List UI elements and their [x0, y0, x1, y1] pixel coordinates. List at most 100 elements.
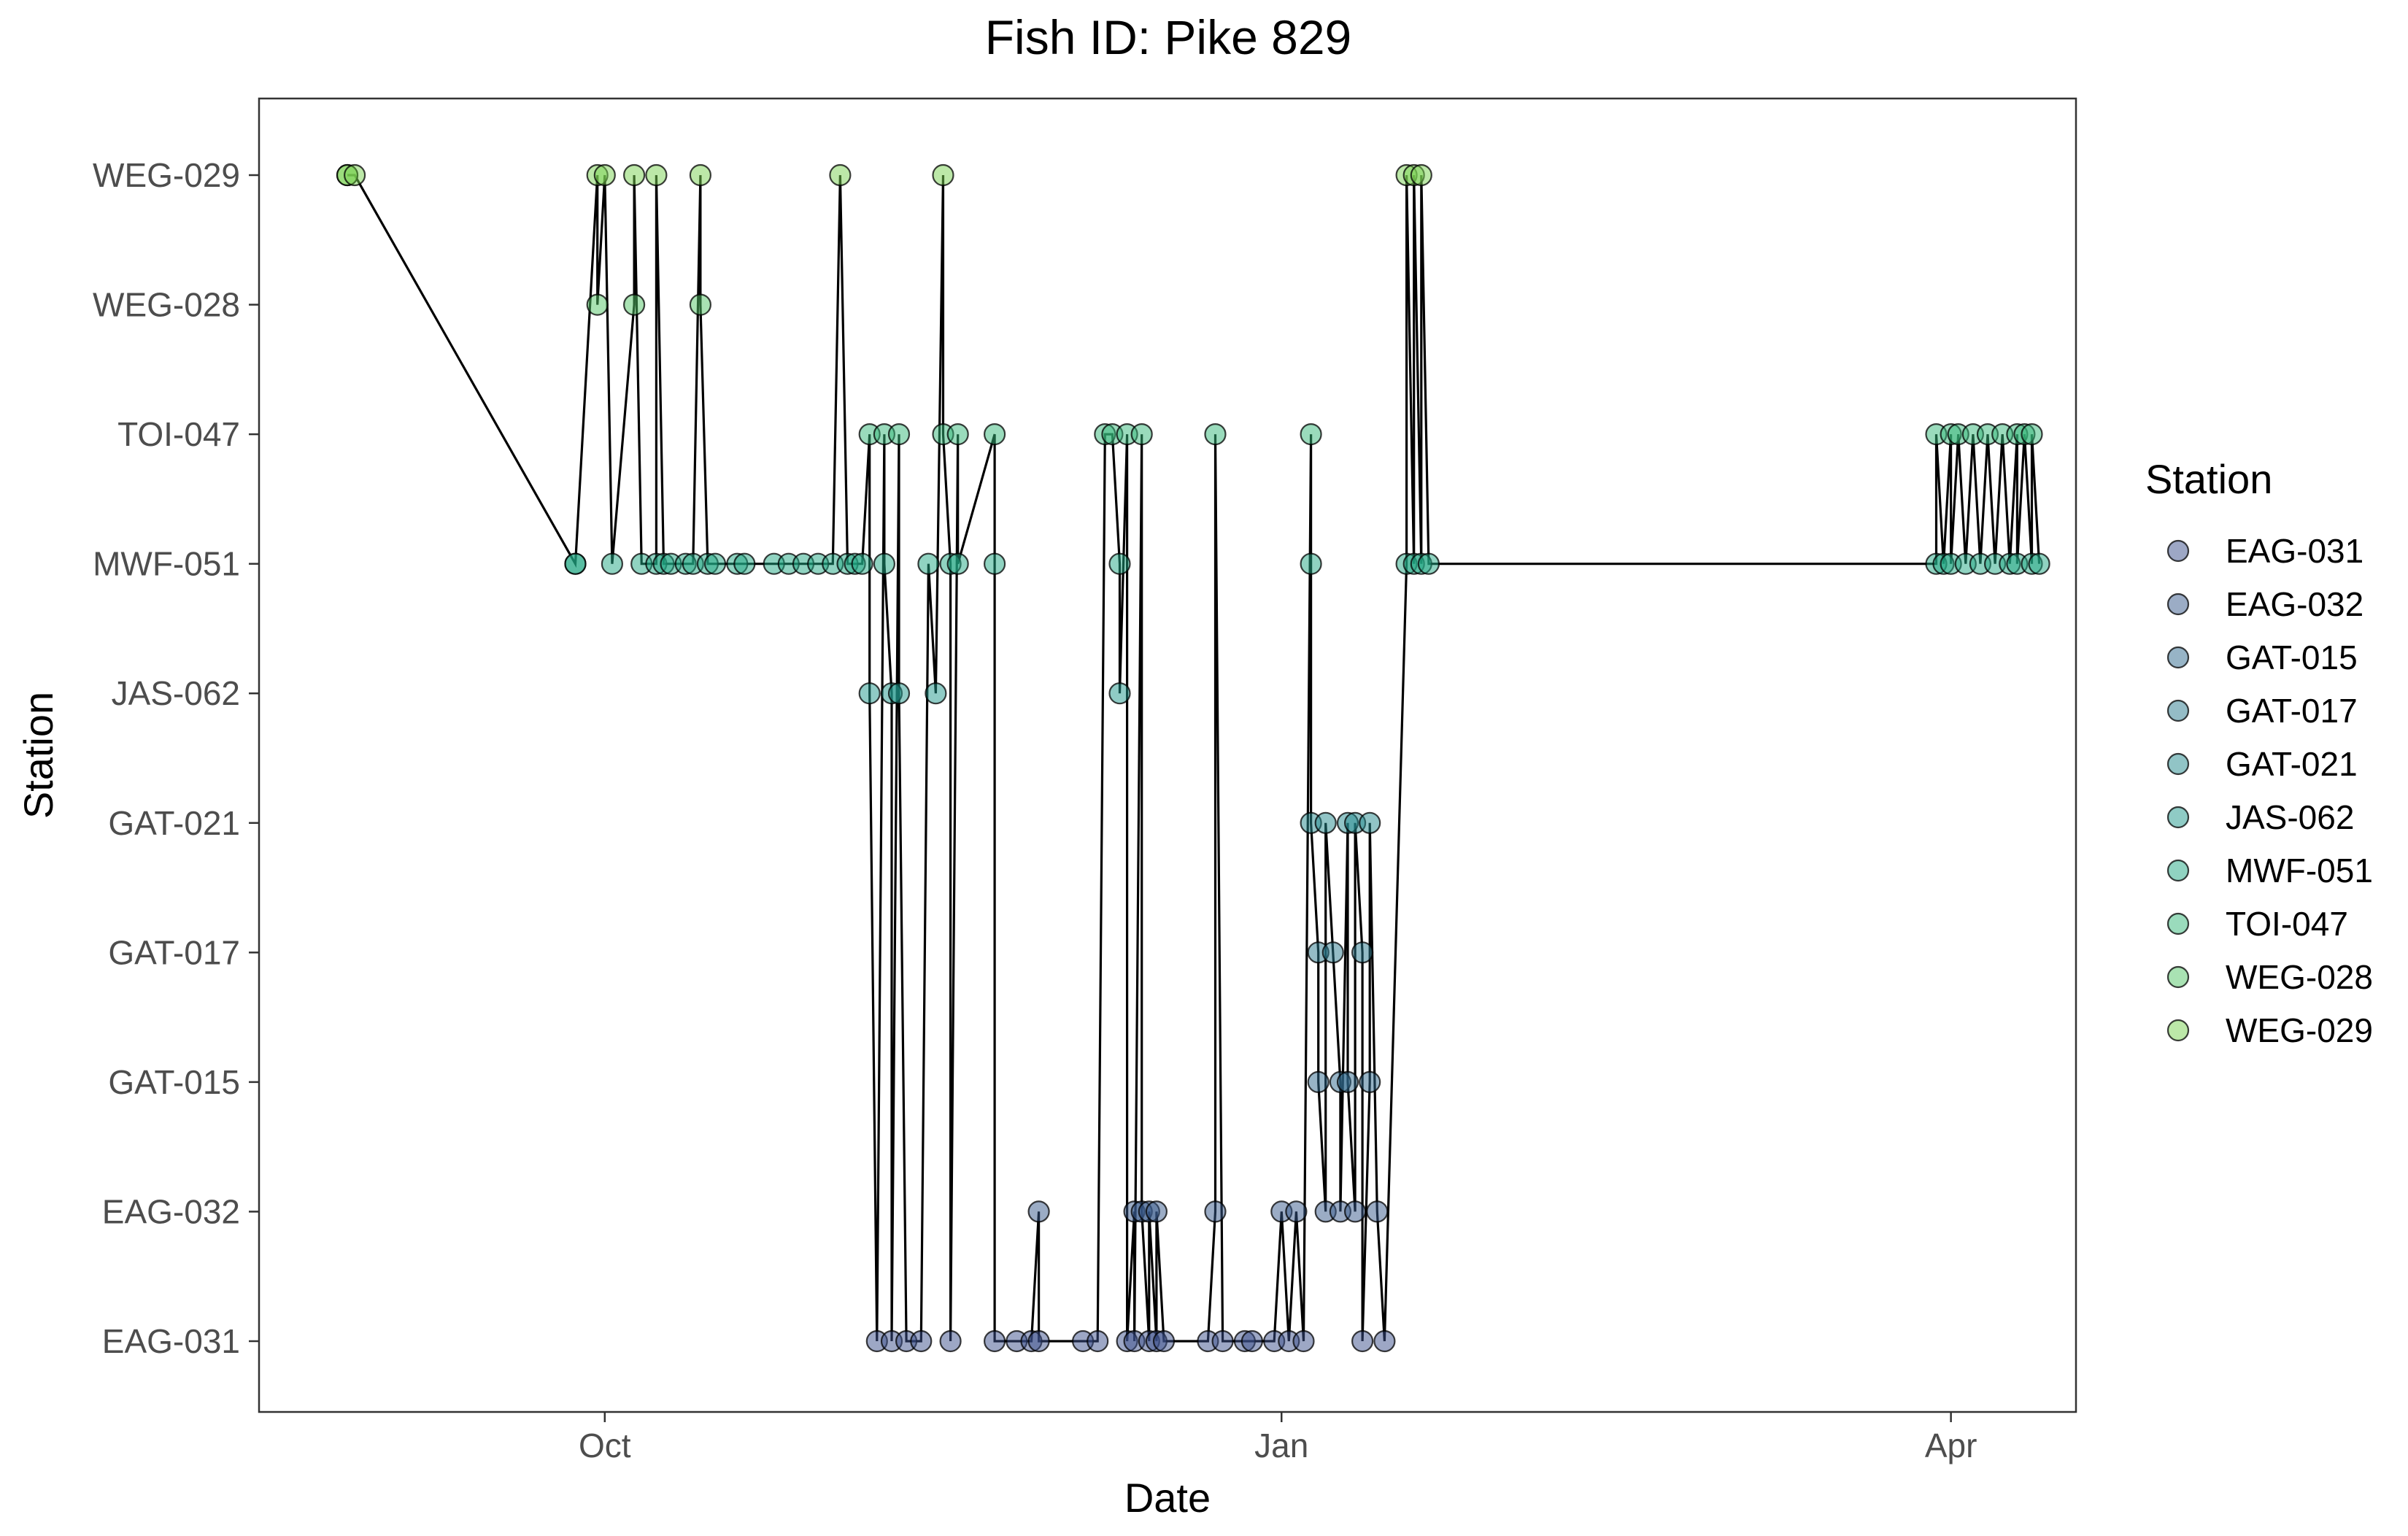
- legend-title: Station: [2145, 456, 2272, 502]
- detection-point: [1300, 552, 1322, 575]
- detection-point: [1087, 1329, 1109, 1353]
- detection-point: [1108, 682, 1131, 705]
- legend-key: [2166, 752, 2190, 776]
- detection-point: [946, 422, 969, 446]
- detection-point: [910, 1329, 933, 1353]
- detection-point: [1351, 1329, 1374, 1353]
- detection-point: [1314, 811, 1337, 834]
- detection-point: [983, 552, 1006, 575]
- detection-point: [564, 552, 587, 575]
- detection-point: [2021, 422, 2043, 446]
- plot-area: [336, 163, 2050, 1353]
- detection-point: [1027, 1200, 1050, 1223]
- detection-point: [1410, 163, 1432, 187]
- y-tick-label: MWF-051: [93, 545, 240, 583]
- detection-point: [1240, 1329, 1264, 1353]
- legend-label: GAT-015: [2226, 638, 2358, 676]
- detection-point: [1152, 1329, 1176, 1353]
- y-tick-label: GAT-017: [108, 933, 240, 971]
- detection-point: [601, 552, 624, 575]
- legend-label: TOI-047: [2226, 905, 2348, 943]
- y-tick-label: JAS-062: [112, 674, 240, 712]
- detection-point: [1359, 1070, 1381, 1094]
- detection-point: [983, 1329, 1006, 1353]
- detection-point: [733, 552, 756, 575]
- detection-point: [1343, 1200, 1367, 1223]
- detection-point: [1307, 1070, 1330, 1094]
- detection-point: [1130, 422, 1153, 446]
- x-tick-label: Oct: [579, 1427, 631, 1464]
- y-axis-label: Station: [15, 692, 61, 819]
- detection-point: [1204, 1200, 1227, 1223]
- detection-point: [1417, 552, 1440, 575]
- legend: Station EAG-031 EAG-032 GAT-015 GAT-017 GAT-…: [2145, 456, 2373, 1049]
- legend-label: EAG-031: [2226, 532, 2363, 570]
- y-tick-label: WEG-028: [93, 286, 240, 324]
- detection-point: [932, 163, 954, 187]
- detection-point: [917, 552, 940, 575]
- axes: EAG-031 EAG-032 GAT-015 GAT-017 GAT-021 JAS-0…: [93, 156, 1977, 1464]
- detection-point: [1211, 1329, 1234, 1353]
- detection-point: [689, 163, 712, 187]
- y-tick-label: GAT-021: [108, 804, 240, 842]
- detection-point: [1336, 1070, 1359, 1094]
- detection-point: [873, 552, 896, 575]
- legend-label: GAT-017: [2226, 692, 2358, 730]
- x-tick-label: Jan: [1254, 1427, 1308, 1464]
- legend-key: [2166, 699, 2190, 722]
- x-axis-label: Date: [1124, 1475, 1211, 1521]
- detection-point: [858, 682, 881, 705]
- detection-point: [2028, 552, 2050, 575]
- detection-point: [1292, 1329, 1315, 1353]
- detection-point: [851, 552, 873, 575]
- detection-point: [689, 293, 712, 316]
- detection-point: [703, 552, 727, 575]
- y-tick-label: EAG-031: [102, 1322, 240, 1360]
- chart-title: Fish ID: Pike 829: [985, 10, 1352, 64]
- detection-point: [622, 293, 646, 316]
- detection-point: [887, 422, 911, 446]
- detection-point: [946, 552, 969, 575]
- legend-key: [2166, 806, 2190, 829]
- y-tick-label: EAG-032: [102, 1192, 240, 1230]
- detection-point: [1373, 1329, 1396, 1353]
- x-tick-label: Apr: [1925, 1427, 1977, 1464]
- detection-point: [983, 422, 1006, 446]
- detection-point: [622, 163, 646, 187]
- detection-point: [344, 163, 366, 187]
- legend-label: MWF-051: [2226, 852, 2373, 889]
- detection-point: [1204, 422, 1227, 446]
- detection-point: [1351, 941, 1374, 964]
- legend-label: WEG-029: [2226, 1011, 2373, 1049]
- y-tick-label: TOI-047: [117, 415, 240, 453]
- detection-point: [1366, 1200, 1389, 1223]
- legend-key: [2166, 912, 2190, 935]
- detection-point: [829, 163, 852, 187]
- legend-key: [2166, 593, 2190, 616]
- plot-panel-border: [258, 97, 2077, 1413]
- detection-point: [1027, 1329, 1050, 1353]
- detection-point: [1108, 552, 1131, 575]
- detection-point: [925, 682, 947, 705]
- y-tick-label: WEG-029: [93, 156, 240, 194]
- legend-key: [2166, 646, 2190, 669]
- detection-point: [645, 163, 668, 187]
- detection-point: [1145, 1200, 1168, 1223]
- detection-point: [1321, 941, 1344, 964]
- legend-label: EAG-032: [2226, 585, 2363, 623]
- legend-label: JAS-062: [2226, 798, 2354, 836]
- legend-label: WEG-028: [2226, 958, 2373, 996]
- legend-key: [2166, 965, 2190, 989]
- detection-point: [887, 682, 911, 705]
- detection-point: [1300, 422, 1322, 446]
- detection-point: [1359, 811, 1381, 834]
- detection-point: [593, 163, 616, 187]
- legend-label: GAT-021: [2226, 745, 2358, 783]
- legend-key: [2166, 1019, 2190, 1042]
- legend-key: [2166, 859, 2190, 882]
- detection-point: [1285, 1200, 1308, 1223]
- legend-key: [2166, 539, 2190, 563]
